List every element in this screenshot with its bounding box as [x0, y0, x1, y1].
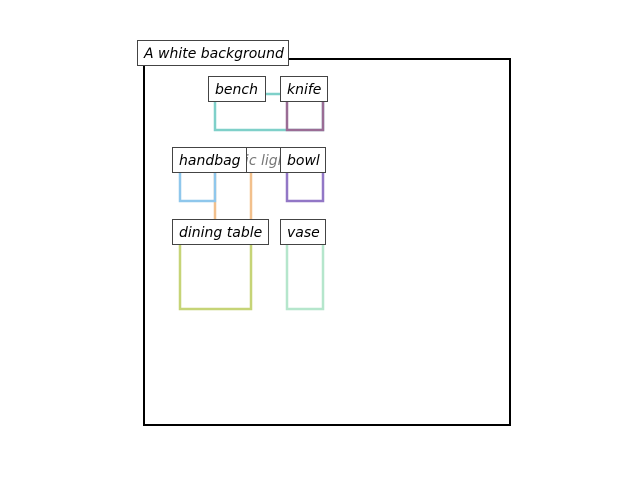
label-dining-table: dining table	[172, 219, 269, 245]
background-frame	[143, 58, 511, 426]
label-bench: bench	[208, 76, 266, 102]
label-bowl: bowl	[280, 147, 326, 173]
box-vase	[285, 235, 325, 311]
label-knife: knife	[280, 76, 328, 102]
scene-title: A white background	[137, 40, 289, 66]
label-vase: vase	[280, 219, 326, 245]
label-handbag: handbag	[172, 147, 247, 173]
box-dining-table	[178, 235, 253, 311]
